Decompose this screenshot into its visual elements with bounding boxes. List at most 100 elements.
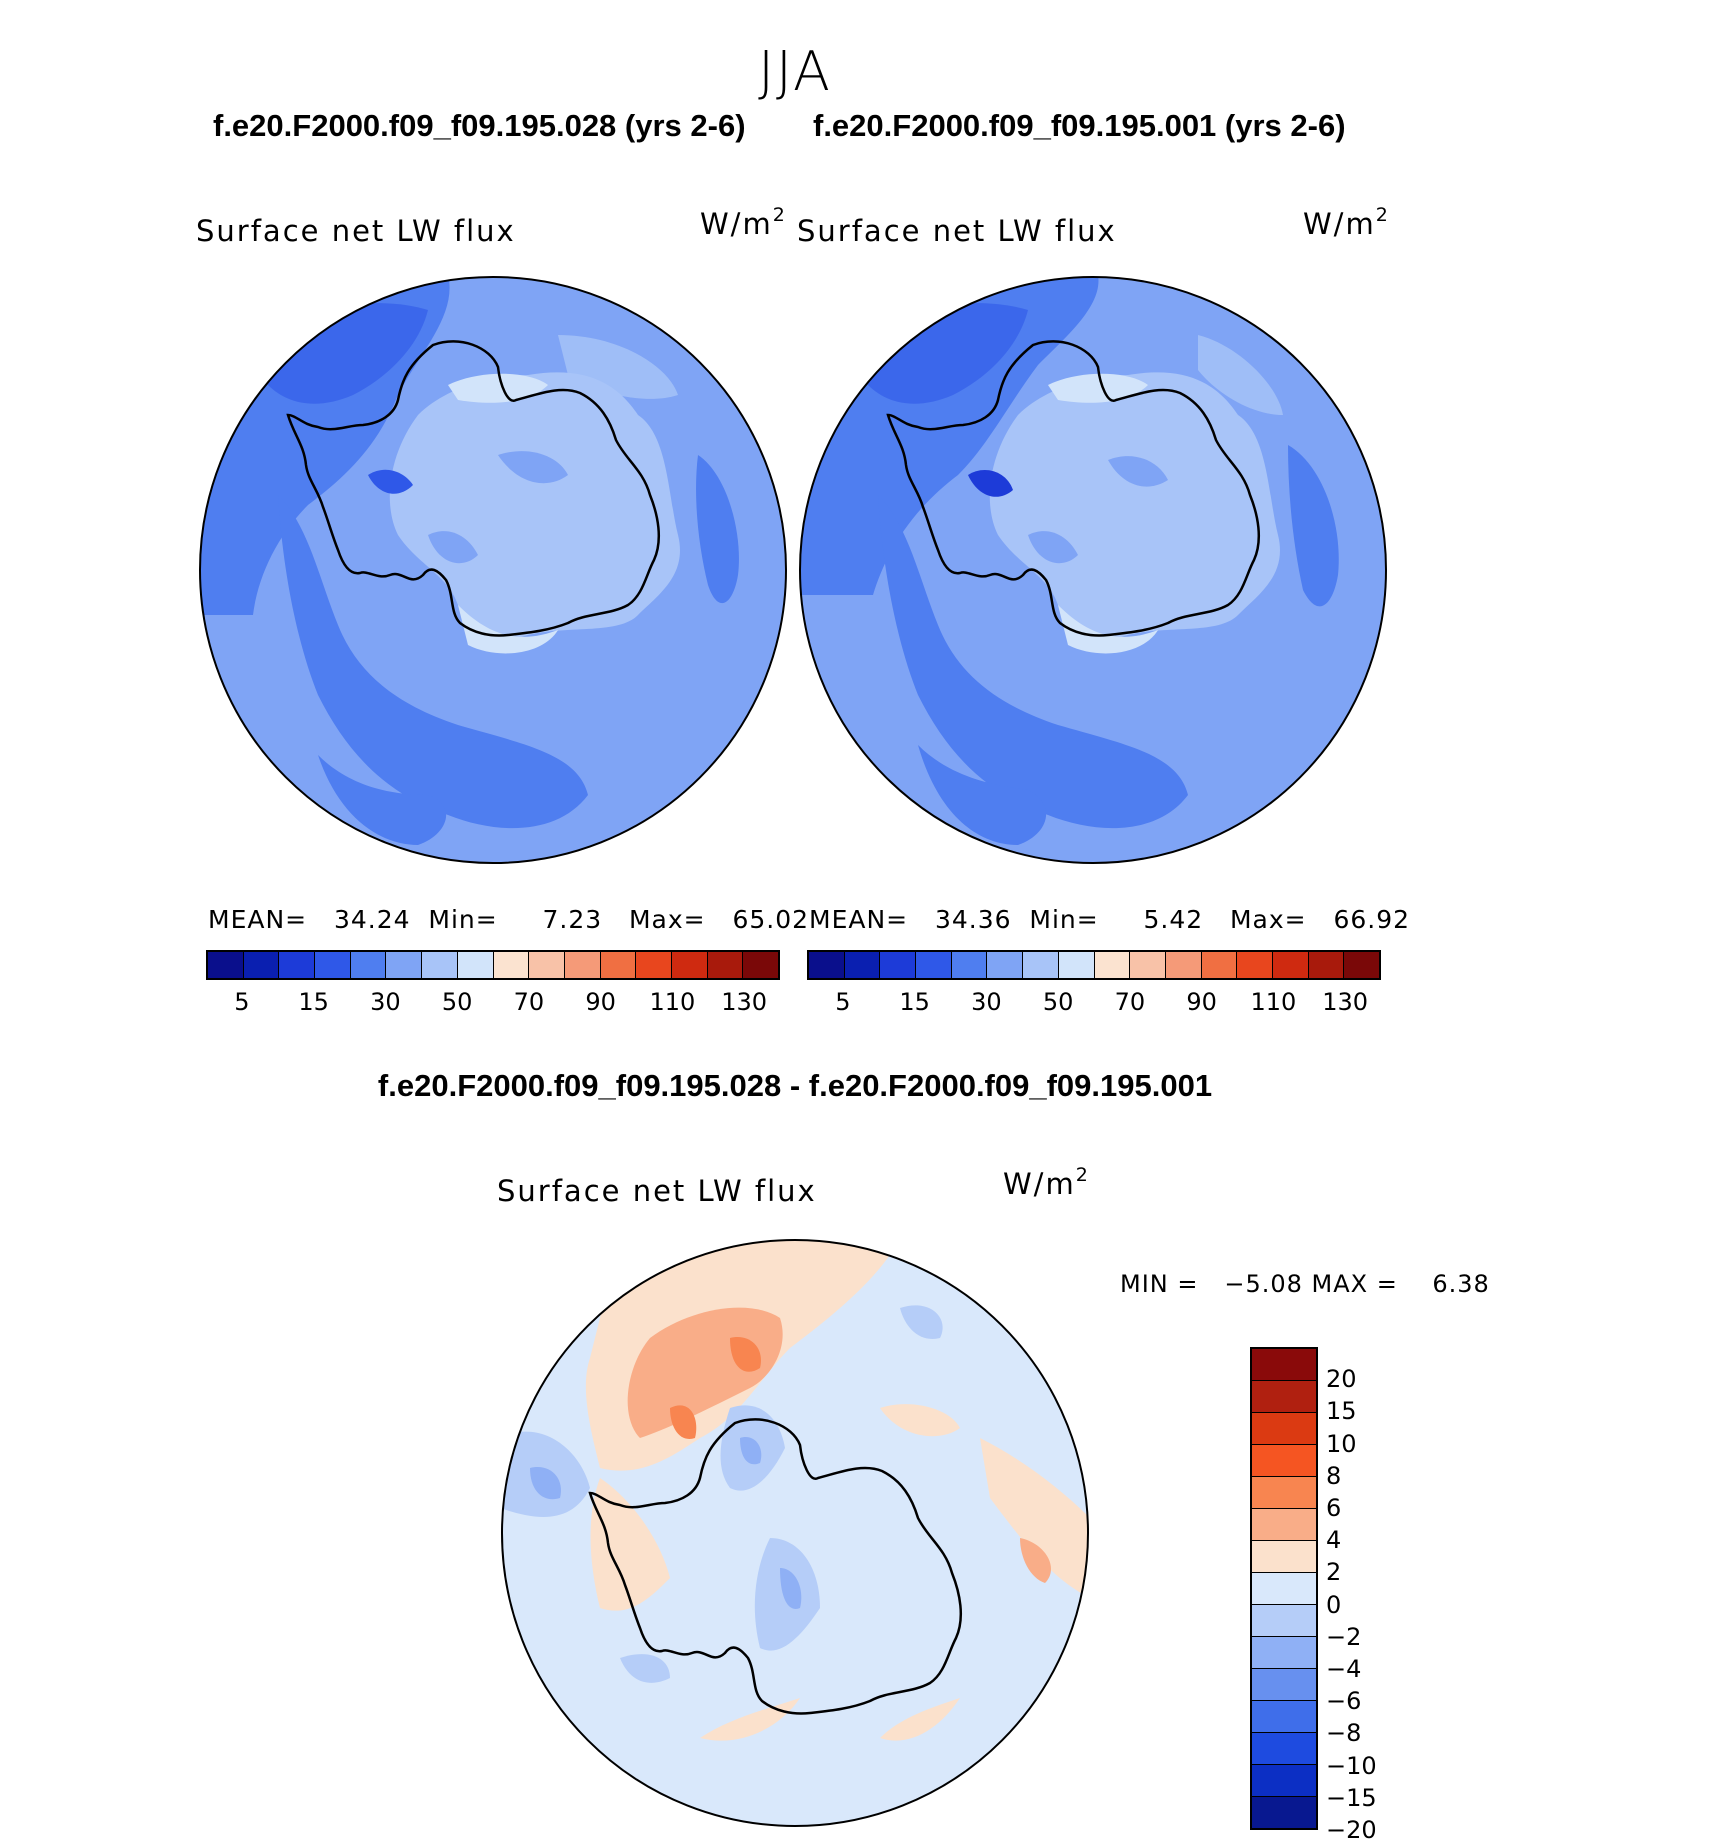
panel-a-unit: W/m2 (700, 204, 785, 241)
colorbar-difference-tick-label: −15 (1326, 1783, 1377, 1812)
colorbar-difference-tick-label: −2 (1326, 1622, 1362, 1651)
colorbar-case-b-tick-label: 50 (1042, 988, 1074, 1016)
colorbar-case-a-tick-label: 130 (721, 988, 768, 1016)
colorbar-case-a-swatch (529, 952, 565, 978)
colorbar-case-b-swatch (1272, 952, 1309, 978)
colorbar-difference-tick-label: 15 (1326, 1397, 1357, 1426)
colorbar-difference-tick-label: 6 (1326, 1494, 1342, 1522)
colorbar-case-b-tick-label: 5 (835, 988, 851, 1016)
colorbar-difference-tick-label: 2 (1326, 1558, 1342, 1587)
colorbar-case-b-swatch (1023, 952, 1059, 978)
colorbar-difference-tick-label: 20 (1326, 1365, 1357, 1394)
colorbar-difference-tick-label: −10 (1326, 1751, 1377, 1780)
polar-map-case-a (199, 276, 787, 864)
colorbar-difference-tick-label: 4 (1326, 1526, 1342, 1555)
colorbar-difference-tick-label: −8 (1326, 1719, 1362, 1748)
colorbar-difference-ticks: 20 15 10 8 6 4 2 0 −2 −4 −6 −8 −10 −15 −20 (1326, 1347, 1446, 1844)
colorbar-case-a-swatch (564, 952, 601, 978)
colorbar-case-a-swatch (671, 952, 708, 978)
colorbar-case-b-swatch (1308, 952, 1345, 978)
colorbar-case-a-swatch (386, 952, 423, 978)
colorbar-difference-swatch (1252, 1669, 1316, 1701)
colorbar-difference-swatch (1252, 1733, 1316, 1765)
colorbar-difference (1250, 1347, 1318, 1830)
colorbar-case-b-tick-label: 15 (899, 988, 930, 1016)
panel-b-stats: MEAN= 34.36 Min= 5.42 Max= 66.92 (809, 905, 1411, 934)
colorbar-case-a-tick-label: 30 (370, 988, 401, 1016)
colorbar-case-b (807, 950, 1381, 980)
case-b-title: f.e20.F2000.f09_f09.195.001 (yrs 2-6) (813, 108, 1346, 143)
colorbar-difference-tick-label: 10 (1326, 1429, 1357, 1458)
colorbar-case-a-swatch (422, 952, 458, 978)
colorbar-case-b-swatch (1344, 952, 1379, 978)
colorbar-difference-swatch (1252, 1605, 1316, 1637)
colorbar-case-a-tick-label: 70 (513, 988, 545, 1016)
colorbar-case-b-ticks: 5 15 30 50 70 90 110 130 (807, 988, 1381, 1018)
colorbar-case-a-tick-label: 110 (649, 988, 696, 1016)
diff-variable: Surface net LW flux (497, 1174, 817, 1208)
panel-a-stats: MEAN= 34.24 Min= 7.23 Max= 65.02 (208, 905, 810, 934)
case-a-title: f.e20.F2000.f09_f09.195.028 (yrs 2-6) (213, 108, 746, 143)
colorbar-case-b-swatch (1130, 952, 1166, 978)
colorbar-case-b-swatch (951, 952, 988, 978)
colorbar-difference-swatch (1252, 1349, 1316, 1381)
panel-a-variable: Surface net LW flux (196, 214, 516, 248)
colorbar-case-b-swatch (844, 952, 881, 978)
colorbar-difference-swatch (1252, 1573, 1316, 1605)
panel-b-unit: W/m2 (1303, 204, 1388, 241)
colorbar-case-b-swatch (809, 952, 845, 978)
colorbar-case-a-ticks: 5 15 30 50 70 90 110 130 (206, 988, 780, 1018)
colorbar-difference-swatch (1252, 1381, 1316, 1413)
colorbar-case-b-swatch (880, 952, 917, 978)
colorbar-case-a-swatch (636, 952, 672, 978)
colorbar-case-a-tick-label: 5 (234, 988, 250, 1016)
colorbar-case-a-tick-label: 90 (585, 988, 616, 1016)
colorbar-difference-swatch (1252, 1509, 1316, 1541)
polar-map-difference (501, 1239, 1089, 1827)
colorbar-case-a-swatch (243, 952, 280, 978)
colorbar-case-a-tick-label: 15 (298, 988, 329, 1016)
colorbar-case-b-swatch (1201, 952, 1238, 978)
colorbar-difference-swatch (1252, 1445, 1316, 1477)
colorbar-case-b-tick-label: 90 (1186, 988, 1217, 1016)
difference-title: f.e20.F2000.f09_f09.195.028 - f.e20.F200… (377, 1068, 1213, 1103)
colorbar-case-a (206, 950, 780, 980)
colorbar-difference-swatch (1252, 1413, 1316, 1445)
colorbar-case-a-swatch (279, 952, 316, 978)
colorbar-difference-tick-label: −6 (1326, 1687, 1362, 1716)
colorbar-case-a-swatch (707, 952, 744, 978)
colorbar-case-b-swatch (1237, 952, 1273, 978)
colorbar-difference-tick-label: −4 (1326, 1655, 1362, 1683)
polar-map-case-b (799, 276, 1387, 864)
colorbar-difference-swatch (1252, 1541, 1316, 1573)
colorbar-difference-swatch (1252, 1797, 1316, 1828)
colorbar-case-a-swatch (457, 952, 494, 978)
colorbar-case-b-swatch (1058, 952, 1095, 978)
colorbar-case-a-swatch (315, 952, 351, 978)
colorbar-case-b-swatch (1165, 952, 1202, 978)
colorbar-difference-swatch (1252, 1477, 1316, 1509)
colorbar-difference-tick-label: −20 (1326, 1816, 1377, 1844)
colorbar-difference-swatch (1252, 1637, 1316, 1669)
colorbar-case-b-tick-label: 130 (1322, 988, 1369, 1016)
colorbar-case-b-swatch (916, 952, 952, 978)
panel-b-variable: Surface net LW flux (797, 214, 1117, 248)
colorbar-case-a-swatch (208, 952, 244, 978)
colorbar-difference-swatch (1252, 1765, 1316, 1797)
colorbar-case-a-swatch (350, 952, 387, 978)
colorbar-case-a-swatch (493, 952, 530, 978)
season-title: JJA (758, 40, 832, 103)
colorbar-difference-tick-label: 8 (1326, 1461, 1342, 1490)
colorbar-case-b-swatch (987, 952, 1024, 978)
colorbar-case-a-swatch (600, 952, 637, 978)
colorbar-case-b-swatch (1094, 952, 1131, 978)
colorbar-case-b-tick-label: 110 (1250, 988, 1297, 1016)
colorbar-difference-swatch (1252, 1701, 1316, 1733)
diff-unit: W/m2 (1003, 1164, 1088, 1201)
colorbar-case-b-tick-label: 70 (1114, 988, 1146, 1016)
colorbar-case-a-tick-label: 50 (441, 988, 473, 1016)
colorbar-case-b-tick-label: 30 (971, 988, 1002, 1016)
diff-min-max: MIN = −5.08 MAX = 6.38 (1120, 1270, 1490, 1298)
colorbar-difference-tick-label: 0 (1326, 1590, 1342, 1619)
colorbar-case-a-swatch (743, 952, 778, 978)
